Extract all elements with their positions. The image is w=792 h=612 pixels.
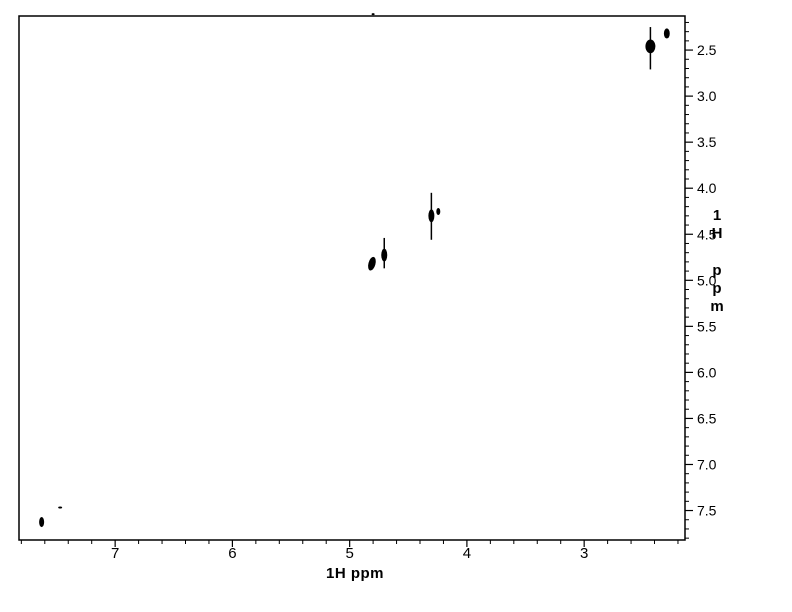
y-axis-title-char: p [712, 280, 722, 297]
edge-artifact-top [371, 13, 375, 16]
x-axis-title: 1H ppm [325, 565, 384, 582]
y-axis-title-char: 1 [712, 207, 722, 224]
y-tick-label: 4.0 [697, 180, 717, 196]
y-tick-label: 3.5 [697, 134, 717, 150]
y-axis-title-char: p [712, 262, 722, 279]
x-axis-ticks: 7 6 5 4 3 [20, 540, 679, 562]
y-tick-label: 2.5 [697, 42, 717, 58]
y-tick-label: 5.0 [697, 272, 717, 288]
satellite-peak-4.25 [436, 208, 441, 216]
y-tick-label: 5.5 [697, 318, 717, 334]
x-tick-label: 5 [345, 545, 353, 562]
diagonal-peak-2.44 [645, 39, 656, 54]
x-tick-label: 7 [111, 545, 119, 562]
y-tick-label: 7.0 [697, 456, 717, 472]
y-axis-title-char: H [711, 225, 723, 242]
plot-frame [18, 15, 686, 541]
y-axis-title-char: m [710, 298, 724, 315]
y-axis-title: 1 H p p m [706, 207, 728, 316]
satellite-peak-2.30 [663, 28, 670, 39]
plot-border [18, 15, 686, 541]
y-tick-label: 4.5 [697, 226, 717, 242]
x-tick-label: 6 [228, 545, 236, 562]
artifact-dot-7.46 [58, 506, 63, 509]
y-tick-label: 6.5 [697, 410, 717, 426]
diagonal-peak-7.63 [39, 516, 45, 528]
y-tick-label: 6.0 [697, 364, 717, 380]
x-tick-label: 3 [580, 545, 588, 562]
x-tick-label: 4 [463, 545, 471, 562]
peaks-layer [39, 13, 670, 528]
y-tick-label: 3.0 [697, 88, 717, 104]
y-axis-ticks: 2.5 3.0 3.5 4.0 4.5 5.0 5.5 6.0 6.5 7.0 7.5 [685, 21, 717, 539]
y-tick-label: 7.5 [697, 503, 717, 519]
diagonal-peak-4.30 [428, 209, 435, 223]
diagonal-peak-4.70 [381, 248, 388, 262]
diagonal-peak-4.81 [368, 256, 376, 271]
